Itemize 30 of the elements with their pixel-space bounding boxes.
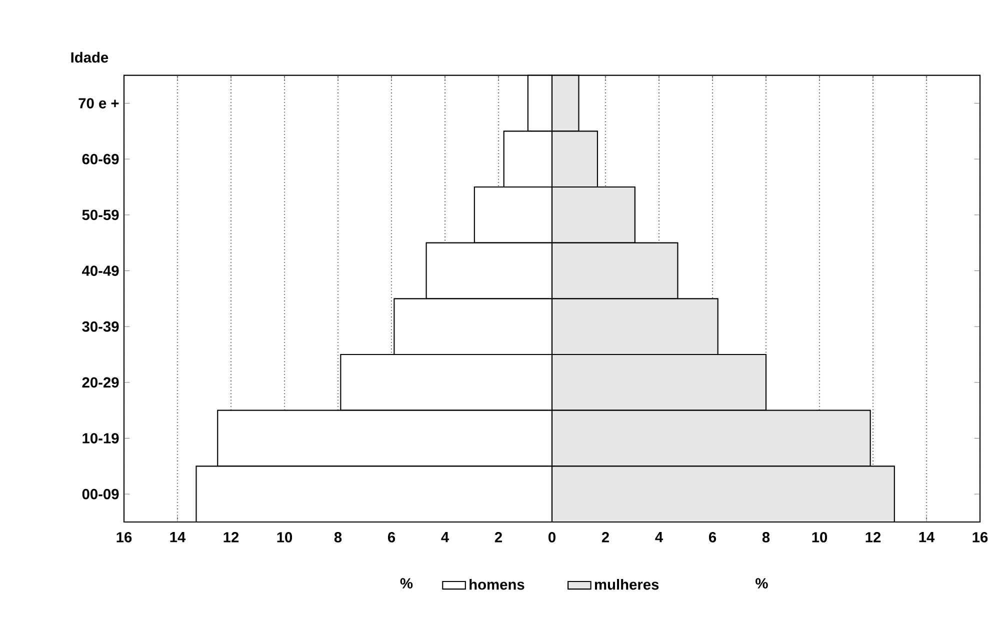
x-tick-label: 16 [116, 532, 132, 542]
y-tick-label: 30-39 [82, 321, 119, 332]
y-tick-label: 40-49 [82, 266, 119, 276]
y-axis-title: Idade [71, 52, 108, 63]
x-tick-label: 10 [812, 532, 828, 542]
x-tick-label: 4 [441, 532, 449, 542]
x-tick-label: 8 [334, 532, 342, 542]
legend-label: mulheres [594, 578, 659, 590]
legend-label: homens [470, 578, 524, 590]
x-tick-label: 16 [972, 532, 988, 542]
x-tick-label: 12 [866, 532, 881, 542]
x-tick-label: 8 [762, 532, 770, 542]
y-tick-label: 60-69 [82, 154, 119, 164]
x-tick-label: 6 [388, 532, 396, 542]
x-tick-label: 6 [708, 532, 716, 542]
x-tick-label: 14 [919, 532, 935, 542]
text: % [756, 578, 768, 588]
y-tick-label: 00-09 [82, 488, 119, 500]
y-tick-label: 10-19 [82, 433, 119, 444]
x-tick-label: 2 [602, 532, 609, 542]
x-tick-label: 4 [655, 532, 663, 542]
y-tick-label: 20-29 [82, 377, 119, 388]
x-tick-label: 0 [548, 532, 556, 542]
x-tick-label: 12 [224, 532, 239, 542]
y-tick-label: 70 e + [78, 98, 119, 108]
x-tick-label: 10 [277, 532, 292, 542]
x-tick-label: 2 [494, 532, 502, 542]
text: % [400, 578, 413, 588]
y-tick-label: 50-59 [82, 210, 119, 220]
x-tick-label: 14 [170, 532, 186, 542]
